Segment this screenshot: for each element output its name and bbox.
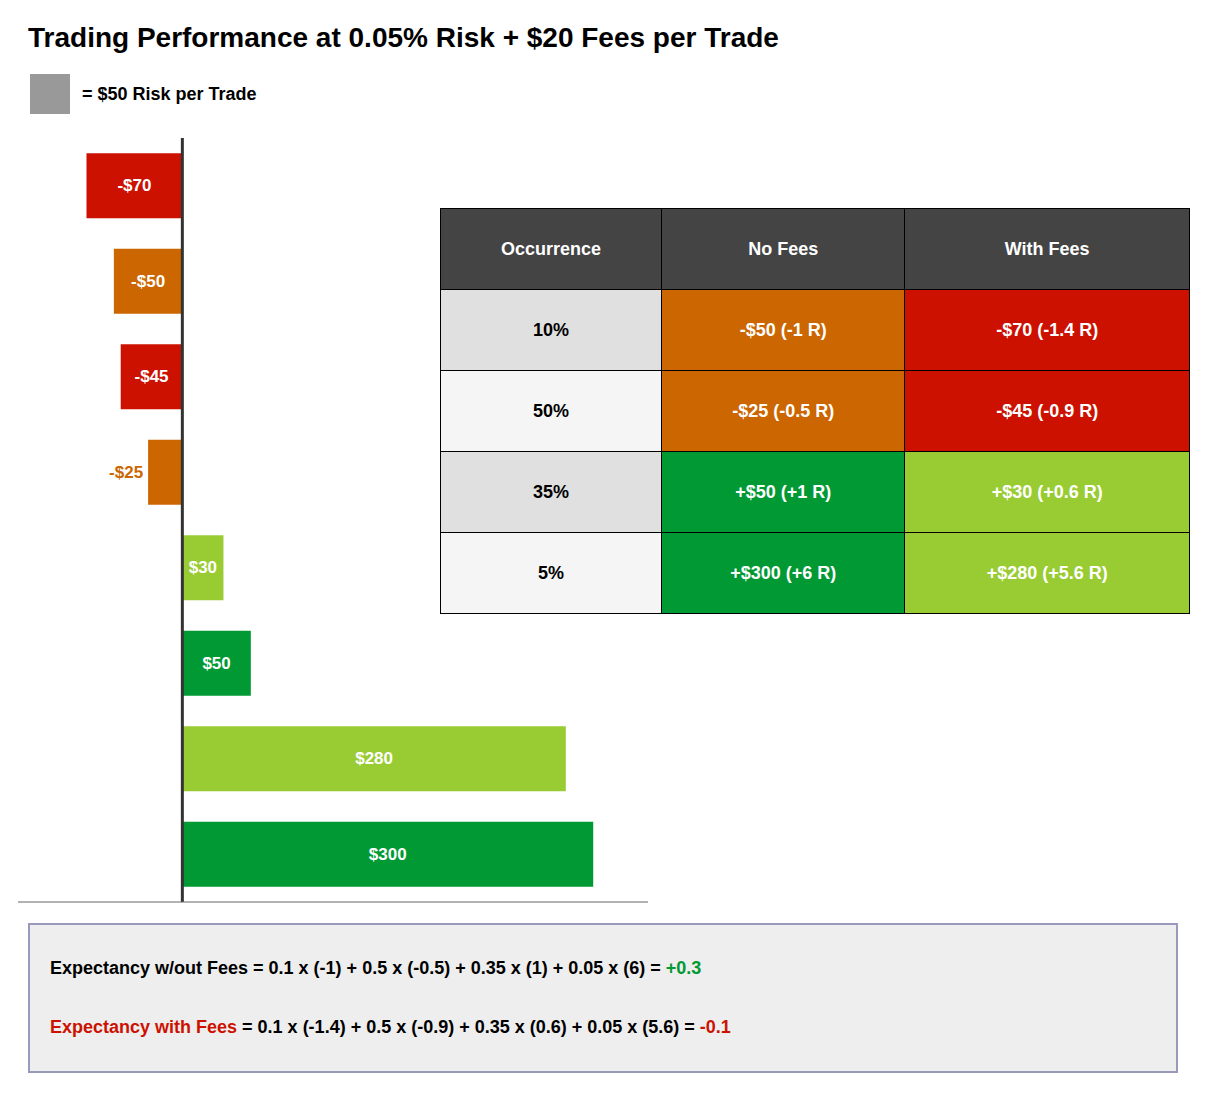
html-text:-$50 (-1 R): -$50 (-1 R)	[739, 319, 827, 340]
svg-text:$280: $280	[355, 749, 393, 768]
html-text:-$45 (-0.9 R): -$45 (-0.9 R)	[996, 400, 1099, 421]
html-text:10%: 10%	[533, 319, 569, 340]
svg-text:-$70: -$70	[117, 176, 151, 195]
html-text:= $50 Risk per Trade: = $50 Risk per Trade	[82, 83, 257, 104]
html-text:Expectancy w/out Fees = 0.1 x: Expectancy w/out Fees = 0.1 x (-1) + 0.5…	[50, 958, 702, 978]
svg-text:-$45: -$45	[135, 367, 169, 386]
svg-text:$30: $30	[189, 558, 217, 577]
html-text:50%: 50%	[533, 400, 569, 421]
html-text:With Fees: With Fees	[1004, 238, 1090, 259]
html-text:No Fees: No Fees	[748, 238, 819, 259]
svg-text:$50: $50	[202, 654, 230, 673]
html-text:Occurrence: Occurrence	[500, 238, 601, 259]
svg-text:$300: $300	[369, 845, 407, 864]
html-text:35%: 35%	[533, 481, 569, 502]
html-text:-$25 (-0.5 R): -$25 (-0.5 R)	[732, 400, 835, 421]
html-text:5%: 5%	[538, 562, 564, 583]
html-text:+$30 (+0.6 R): +$30 (+0.6 R)	[991, 481, 1103, 502]
html-text:+$50 (+1 R): +$50 (+1 R)	[735, 481, 832, 502]
html-text:Expectancy with Fees = 0.1 x (: Expectancy with Fees = 0.1 x (-1.4) + 0.…	[50, 1017, 731, 1037]
svg-text:-$25: -$25	[109, 463, 143, 482]
html-text:+$300 (+6 R): +$300 (+6 R)	[730, 562, 837, 583]
html-text:-$70 (-1.4 R): -$70 (-1.4 R)	[996, 319, 1099, 340]
svg-text:-$50: -$50	[131, 272, 165, 291]
html-text:+$280 (+5.6 R): +$280 (+5.6 R)	[986, 562, 1108, 583]
html-text:Trading Performance at 0.05% R: Trading Performance at 0.05% Risk + $20 …	[28, 22, 779, 53]
